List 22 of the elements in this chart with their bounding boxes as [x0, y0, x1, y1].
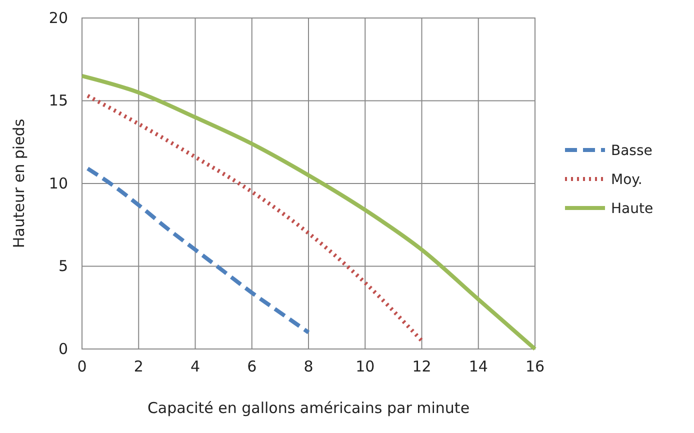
x-tick-label: 4 — [190, 358, 200, 376]
line-series — [80, 74, 537, 351]
x-tick-label: 14 — [468, 358, 488, 376]
x-tick-label: 10 — [356, 358, 375, 376]
y-tick-label: 15 — [48, 92, 68, 110]
x-tick-label: 8 — [304, 358, 314, 376]
x-tick-label: 6 — [247, 358, 257, 376]
legend-label: Basse — [611, 143, 652, 159]
line-series — [86, 166, 310, 334]
y-tick-label: 0 — [58, 340, 68, 358]
y-tick-label: 5 — [58, 257, 68, 276]
line-series — [86, 94, 424, 343]
y-tick-label: 10 — [48, 174, 68, 192]
x-tick-label: 0 — [77, 358, 87, 376]
y-axis-title: Hauteur en pieds — [10, 118, 28, 248]
y-tick-label: 20 — [48, 8, 68, 27]
x-tick-label: 2 — [134, 358, 144, 376]
legend-label: Haute — [611, 201, 654, 217]
legend-label: Moy. — [611, 172, 642, 188]
x-axis-title: Capacité en gallons américains par minute — [147, 399, 470, 417]
x-tick-label: 16 — [525, 358, 545, 376]
x-tick-label: 12 — [412, 358, 432, 376]
